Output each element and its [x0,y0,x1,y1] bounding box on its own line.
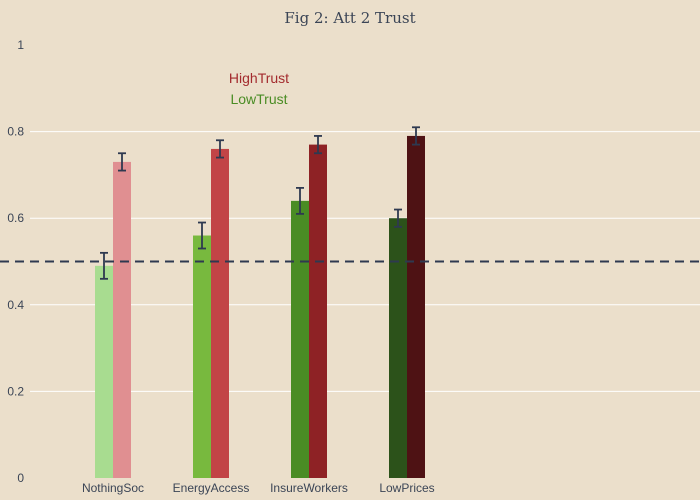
error-bar [216,139,224,159]
bar-layer [95,126,425,479]
error-bar [394,208,402,228]
x-tick-label: NothingSoc [82,481,144,495]
y-tick-label: 0.8 [7,125,24,139]
y-tick-label: 0.6 [7,211,24,225]
bar-hightrust-energyaccess[interactable] [211,148,229,479]
error-bar [198,221,206,250]
bar-lowtrust-nothingsoc[interactable] [95,265,113,478]
error-bar [100,251,108,280]
x-tick-label: LowPrices [379,481,434,495]
x-tick-label: EnergyAccess [173,481,250,495]
bar-lowtrust-lowprices[interactable] [389,218,407,478]
error-bar [412,126,420,146]
chart-title: Fig 2: Att 2 Trust [284,9,415,27]
y-tick-label: 0 [17,471,24,485]
y-tick-label: 1 [17,38,24,52]
bar-lowtrust-insureworkers[interactable] [291,200,309,478]
bar-hightrust-insureworkers[interactable] [309,144,327,478]
tick-layer: 0 0.2 0.4 0.6 0.8 1 NothingSoc EnergyAccess Insu… [7,38,434,495]
y-tick-label: 0.4 [7,298,24,312]
error-bar [296,186,304,215]
legend-item-hightrust[interactable]: HighTrust [229,70,289,86]
y-tick-label: 0.2 [7,384,24,398]
grid-layer [30,131,700,392]
legend[interactable]: HighTrust LowTrust [229,70,289,107]
bar-hightrust-nothingsoc[interactable] [113,161,131,478]
error-bar [118,152,126,172]
bar-hightrust-lowprices[interactable] [407,135,425,478]
x-tick-label: InsureWorkers [270,481,348,495]
legend-item-lowtrust[interactable]: LowTrust [230,91,287,107]
bar-lowtrust-energyaccess[interactable] [193,235,211,478]
error-bar [314,135,322,155]
